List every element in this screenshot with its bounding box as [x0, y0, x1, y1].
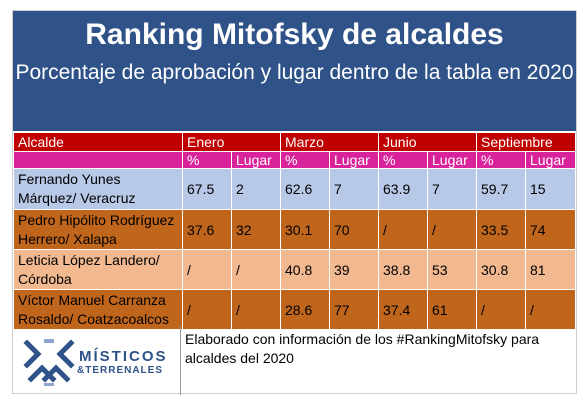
lugar-cell: 61 [427, 289, 478, 330]
lugar-cell: 7 [427, 168, 478, 210]
sub-header-row: % Lugar % Lugar % Lugar % Lugar [13, 151, 577, 169]
page-subtitle: Porcentaje de aprobación y lugar dentro … [15, 61, 574, 84]
brand-logo: MÍSTICOS &TERRENALES [13, 326, 181, 395]
lugar-header: Lugar [329, 151, 380, 169]
table-row: Fernando Yunes Márquez/ Veracruz 67.5 2 62.… [13, 168, 577, 210]
lugar-header: Lugar [525, 151, 577, 169]
month-header: Septiembre [476, 132, 577, 152]
table-body: Alcalde Enero Marzo Junio Septiembre % L… [13, 132, 577, 330]
alcalde-name-cell: Víctor Manuel Carranza Rosaldo/ Coatzaco… [13, 289, 183, 330]
header-banner: Ranking Mitofsky de alcaldes Porcentaje … [13, 11, 576, 131]
percent-cell: 63.9 [378, 168, 429, 210]
percent-cell: / [182, 249, 232, 290]
percent-cell: 37.4 [378, 289, 429, 330]
alcalde-name-cell: Leticia López Landero/ Córdoba [13, 249, 183, 290]
percent-cell: / [476, 289, 527, 330]
percent-cell: 30.1 [280, 209, 331, 250]
mt-chevron-logo-icon [23, 339, 75, 386]
lugar-cell: 2 [230, 168, 282, 210]
brand-name-line2: &TERRENALES [77, 365, 164, 376]
alcalde-name-cell: Fernando Yunes Márquez/ Veracruz [13, 168, 183, 210]
lugar-cell: 70 [329, 209, 380, 250]
table-row: Víctor Manuel Carranza Rosaldo/ Coatzaco… [13, 289, 577, 330]
lugar-cell: / [427, 209, 478, 250]
lugar-header: Lugar [230, 151, 282, 169]
lugar-cell: 32 [230, 209, 282, 250]
month-header: Marzo [280, 132, 380, 152]
lugar-cell: 74 [525, 209, 577, 250]
alcalde-header: Alcalde [13, 132, 183, 152]
percent-header: % [378, 151, 429, 169]
lugar-cell: 81 [525, 249, 577, 290]
percent-cell: 62.6 [280, 168, 331, 210]
month-header: Junio [378, 132, 478, 152]
table-row: Leticia López Landero/ Córdoba //40.8 39 38… [13, 249, 577, 290]
lugar-header: Lugar [427, 151, 478, 169]
percent-cell: 37.6 [182, 209, 232, 250]
ranking-table: Alcalde Enero Marzo Junio Septiembre % L… [13, 132, 577, 330]
percent-cell: / [182, 289, 232, 330]
lugar-cell: 39 [329, 249, 380, 290]
percent-header: % [280, 151, 331, 169]
footer: MÍSTICOS &TERRENALES Elaborado con infor… [13, 326, 576, 395]
brand-name-line1: MÍSTICOS [79, 348, 168, 365]
percent-cell: 30.8 [476, 249, 527, 290]
percent-cell: 40.8 [280, 249, 331, 290]
sub-header-blank [13, 151, 183, 169]
month-header-row: Alcalde Enero Marzo Junio Septiembre [13, 132, 577, 152]
percent-cell: 59.7 [476, 168, 527, 210]
page-title: Ranking Mitofsky de alcaldes [85, 18, 504, 51]
lugar-cell: 7 [329, 168, 380, 210]
lugar-cell: / [230, 249, 282, 290]
lugar-cell: / [525, 289, 577, 330]
percent-cell: 33.5 [476, 209, 527, 250]
percent-header: % [182, 151, 232, 169]
table-row: Pedro Hipólito Rodríguez Herrero/ Xalapa… [13, 209, 577, 250]
lugar-cell: 77 [329, 289, 380, 330]
infographic-card: Ranking Mitofsky de alcaldes Porcentaje … [12, 10, 577, 395]
source-note: Elaborado con información de los #Rankin… [185, 331, 540, 366]
alcalde-name-cell: Pedro Hipólito Rodríguez Herrero/ Xalapa [13, 209, 183, 250]
lugar-cell: / [230, 289, 282, 330]
percent-cell: 38.8 [378, 249, 429, 290]
percent-cell: / [378, 209, 429, 250]
percent-cell: 28.6 [280, 289, 331, 330]
percent-cell: 67.5 [182, 168, 232, 210]
month-header: Enero [181, 132, 282, 152]
lugar-cell: 15 [525, 168, 577, 210]
lugar-cell: 53 [427, 249, 478, 290]
percent-header: % [476, 151, 527, 169]
